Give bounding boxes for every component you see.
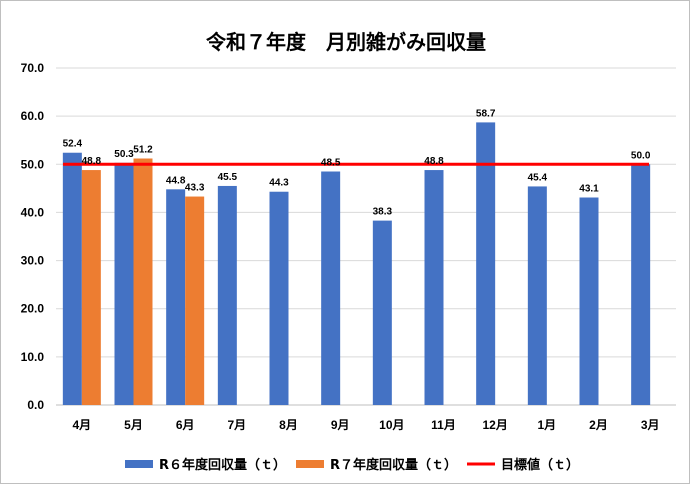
bar-series-1 xyxy=(631,164,651,405)
x-tick-label: 8月 xyxy=(279,418,298,432)
bar-series-1 xyxy=(579,197,599,405)
data-label: 48.8 xyxy=(82,156,102,167)
y-axis-ticks: 0.0 10.0 20.0 30.0 40.0 50.0 60.0 70.0 xyxy=(21,61,45,412)
data-label: 50.0 xyxy=(631,150,651,161)
bar-series-1 xyxy=(166,189,186,405)
data-label: 44.8 xyxy=(166,175,186,186)
x-tick-label: 7月 xyxy=(227,418,246,432)
x-tick-label: 5月 xyxy=(124,418,143,432)
x-tick-label: 12月 xyxy=(482,418,507,432)
bar-series-2 xyxy=(81,170,101,405)
data-label: 44.3 xyxy=(269,178,289,189)
y-tick-label: 50.0 xyxy=(21,157,45,171)
legend-label: R６年度回収量（ｔ） xyxy=(159,457,286,473)
data-label: 48.5 xyxy=(321,158,341,169)
chart-title: 令和７年度 月別雑がみ回収量 xyxy=(206,30,486,54)
bars xyxy=(62,122,651,405)
y-tick-label: 20.0 xyxy=(21,302,45,316)
bar-series-1 xyxy=(321,171,341,405)
y-tick-label: 40.0 xyxy=(21,205,45,219)
bar-series-2 xyxy=(185,196,205,405)
data-label: 50.3 xyxy=(114,149,134,160)
y-tick-label: 0.0 xyxy=(27,398,44,412)
x-tick-label: 11月 xyxy=(431,418,456,432)
bar-series-1 xyxy=(476,122,496,405)
x-tick-label: 3月 xyxy=(641,418,660,432)
data-labels: 52.4 48.8 50.3 51.2 44.843.3 45.5 44.3 48.5 38.3… xyxy=(63,108,651,217)
legend-swatch-series-1 xyxy=(125,460,153,468)
bar-series-1 xyxy=(527,186,547,405)
bar-series-1 xyxy=(62,152,82,405)
data-label: 51.2 xyxy=(133,145,153,156)
data-label: 48.8 xyxy=(424,156,444,167)
y-tick-label: 30.0 xyxy=(21,254,45,268)
x-tick-label: 9月 xyxy=(331,418,350,432)
x-tick-label: 1月 xyxy=(537,418,556,432)
x-tick-label: 6月 xyxy=(176,418,195,432)
data-label: 43.3 xyxy=(185,183,205,194)
data-label: 58.7 xyxy=(476,108,496,119)
x-tick-label: 4月 xyxy=(72,418,91,432)
bar-series-1 xyxy=(114,162,134,405)
x-tick-label: 2月 xyxy=(589,418,608,432)
data-label: 43.1 xyxy=(579,184,599,195)
data-label: 45.4 xyxy=(528,172,548,183)
y-tick-label: 60.0 xyxy=(21,109,45,123)
legend-label: 目標値（ｔ） xyxy=(501,457,579,473)
data-label: 52.4 xyxy=(63,139,83,150)
legend: R６年度回収量（ｔ） R７年度回収量（ｔ） 目標値（ｔ） xyxy=(125,457,579,473)
legend-label: R７年度回収量（ｔ） xyxy=(330,457,457,473)
bar-series-1 xyxy=(269,191,289,405)
x-tick-label: 10月 xyxy=(379,418,404,432)
x-axis-ticks: 4月 5月 6月 7月 8月 9月 10月 11月 12月 1月 2月 3月 xyxy=(72,418,659,432)
bar-series-2 xyxy=(133,158,153,405)
data-label: 38.3 xyxy=(373,207,393,218)
y-tick-label: 10.0 xyxy=(21,350,45,364)
bar-series-1 xyxy=(217,185,237,405)
y-tick-label: 70.0 xyxy=(21,61,45,75)
bar-series-1 xyxy=(372,220,392,405)
data-label: 45.5 xyxy=(218,172,238,183)
legend-swatch-series-2 xyxy=(296,460,324,468)
bar-series-1 xyxy=(424,170,444,405)
